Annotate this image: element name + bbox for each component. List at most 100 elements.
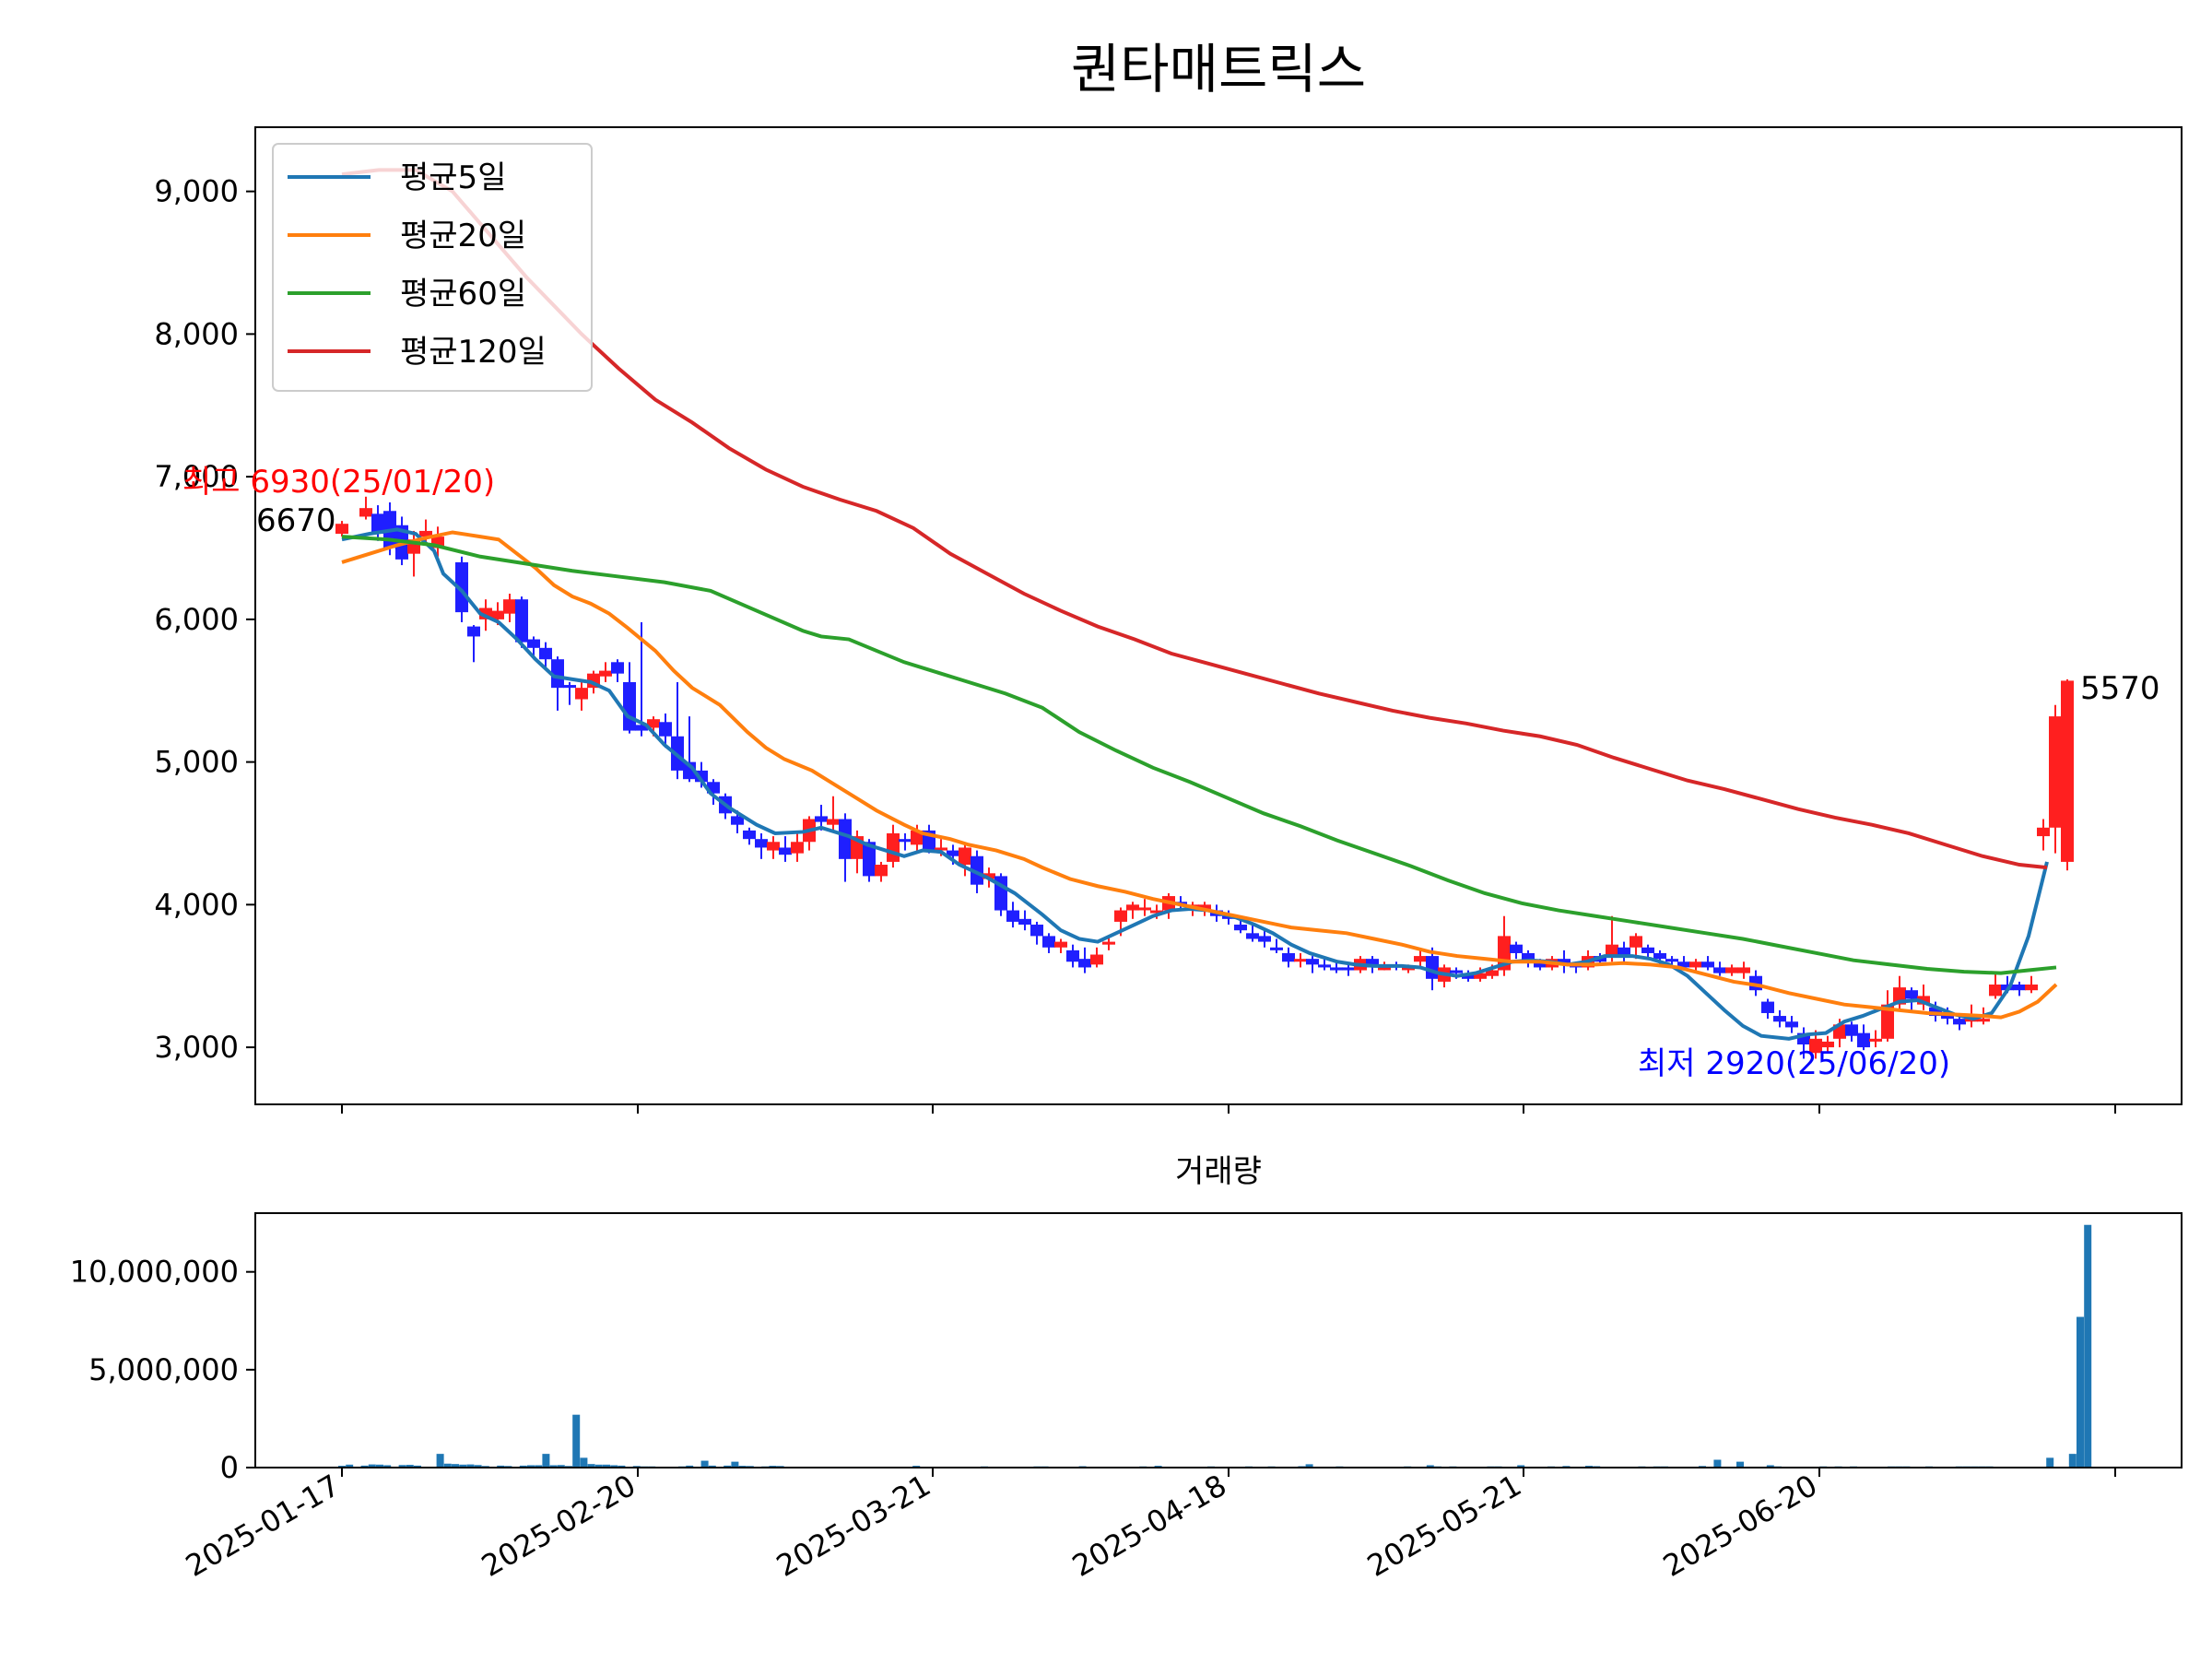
- candle-body: [1198, 904, 1211, 911]
- candle-body: [743, 830, 756, 840]
- candle-body: [827, 819, 840, 825]
- legend-label: 평균5일: [400, 159, 506, 196]
- chart-title: 퀀타매트릭스: [1071, 38, 1366, 100]
- candle-body: [1510, 944, 1523, 953]
- candle-body: [1318, 964, 1331, 968]
- price-y-tick-label: 3,000: [154, 1030, 239, 1065]
- candle-body: [875, 865, 888, 877]
- candle-body: [1558, 959, 1571, 965]
- candle-body: [1653, 952, 1666, 960]
- candle-body: [1630, 936, 1642, 948]
- price-y-tick-label: 6,000: [154, 602, 239, 637]
- candle-body: [1450, 970, 1463, 973]
- volume-bar: [527, 1465, 535, 1468]
- volume-bar: [1517, 1465, 1525, 1468]
- legend-label: 평균120일: [400, 334, 547, 371]
- volume-bar: [2077, 1316, 2084, 1468]
- volume-bar: [618, 1465, 626, 1468]
- legend-label: 평균20일: [400, 218, 526, 254]
- annotation-start-price: 6670: [256, 502, 336, 539]
- candle-body: [1641, 947, 1654, 953]
- candle-body: [899, 839, 912, 843]
- annotation-last-price: 5570: [2080, 670, 2160, 707]
- volume-bar: [572, 1414, 581, 1468]
- volume-bar: [346, 1464, 354, 1468]
- candle-body: [2049, 716, 2062, 828]
- volume-bar: [1713, 1459, 1722, 1468]
- annotation-low: 최저 2920(25/06/20): [1638, 1045, 1950, 1082]
- legend-label: 평균60일: [400, 276, 526, 313]
- volume-y-tick-label: 10,000,000: [70, 1255, 239, 1290]
- volume-bar: [610, 1465, 618, 1468]
- volume-bar: [459, 1464, 467, 1468]
- volume-bar: [1766, 1465, 1774, 1468]
- candle-body: [455, 561, 468, 613]
- candle-body: [1989, 985, 2002, 997]
- volume-bar: [535, 1465, 543, 1468]
- volume-bar: [2084, 1224, 2092, 1468]
- candle-body: [947, 850, 959, 856]
- candle-body: [1689, 961, 1702, 968]
- candle-body: [731, 816, 744, 825]
- volume-bar: [700, 1460, 709, 1468]
- candle-body: [611, 662, 624, 674]
- price-y-tick-label: 5,000: [154, 745, 239, 780]
- candle-body: [1150, 910, 1163, 914]
- candle-body: [1474, 973, 1487, 979]
- candle-body: [1306, 959, 1319, 965]
- volume-bar: [519, 1465, 527, 1468]
- candle-body: [1845, 1024, 1858, 1036]
- candle-body: [1809, 1038, 1822, 1054]
- volume-bar: [466, 1464, 475, 1468]
- volume-bar: [2068, 1454, 2077, 1468]
- price-axes-frame: [254, 126, 2183, 1105]
- candle-body: [1821, 1041, 1834, 1048]
- volume-bar: [2046, 1457, 2054, 1468]
- candle-body: [1342, 967, 1355, 971]
- candle-body: [371, 513, 384, 535]
- volume-y-tick-label: 0: [220, 1450, 239, 1485]
- candle-body: [1905, 990, 1918, 999]
- candle-body: [1737, 967, 1750, 973]
- volume-bar: [580, 1457, 588, 1468]
- volume-bar: [368, 1464, 376, 1468]
- candle-body: [815, 816, 828, 822]
- ma-line-4: [341, 168, 2048, 870]
- candle-body: [515, 599, 528, 643]
- candle-body: [1270, 947, 1283, 950]
- candle-body: [1773, 1016, 1786, 1022]
- candle-body: [1869, 1038, 1882, 1042]
- candle-body: [659, 722, 672, 737]
- candle-body: [2025, 985, 2038, 991]
- candle-body: [1881, 1004, 1894, 1039]
- volume-bar: [603, 1464, 610, 1468]
- candle-body: [1126, 904, 1139, 911]
- volume-bar: [383, 1465, 392, 1468]
- volume-bar: [594, 1464, 603, 1468]
- candle-body: [1534, 961, 1547, 968]
- candle-body: [539, 647, 552, 660]
- candle-body: [1234, 925, 1247, 931]
- candle-body: [1977, 1019, 1990, 1022]
- candle-body: [1522, 952, 1535, 962]
- candle-body: [1606, 944, 1618, 957]
- volume-bar: [360, 1465, 369, 1468]
- candle-body: [1665, 959, 1678, 962]
- candle-body: [1030, 925, 1043, 937]
- candle-body: [1414, 956, 1427, 962]
- volume-bar: [724, 1465, 732, 1468]
- candle-body: [2061, 680, 2074, 862]
- candle-body: [1857, 1032, 1870, 1048]
- legend-box: [272, 143, 593, 392]
- volume-bar: [497, 1465, 505, 1468]
- candle-body: [359, 508, 372, 517]
- candle-body: [1677, 961, 1690, 968]
- price-y-tick-label: 9,000: [154, 174, 239, 209]
- candle-body: [1486, 970, 1499, 976]
- candle-body: [527, 639, 540, 648]
- candle-body: [551, 659, 564, 689]
- candle-body: [1917, 996, 1930, 1005]
- candle-body: [1090, 954, 1103, 965]
